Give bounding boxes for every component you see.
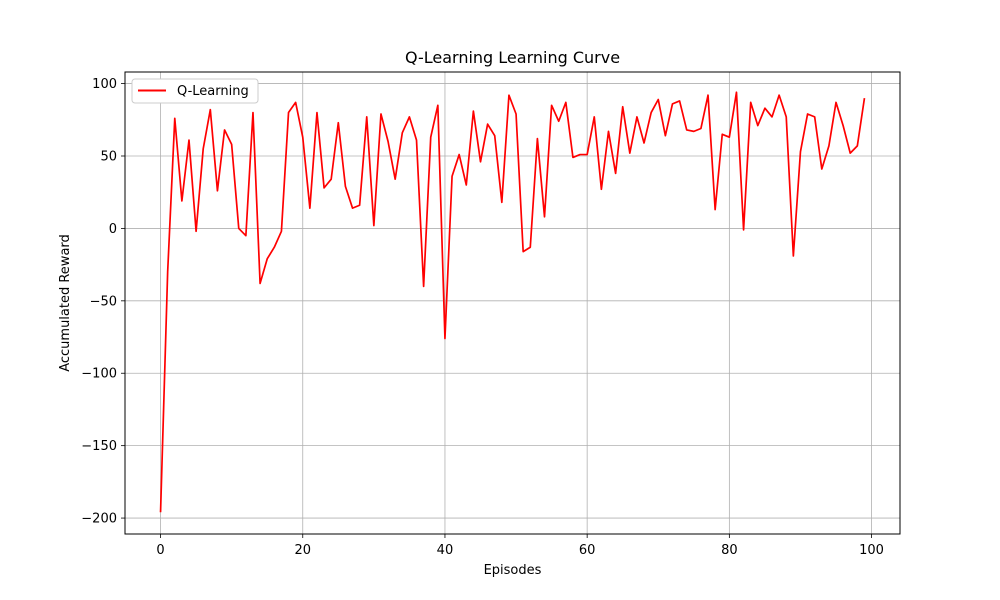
y-tick-label: −100 <box>81 367 117 382</box>
x-tick-label: 20 <box>294 543 311 558</box>
x-tick-label: 40 <box>437 543 454 558</box>
plot-frame <box>124 71 901 535</box>
grid <box>125 72 900 534</box>
series-line-q-learning <box>159 91 866 513</box>
series-layer <box>159 91 866 513</box>
x-tick-label: 60 <box>579 543 596 558</box>
chart-title: Q-Learning Learning Curve <box>405 48 620 67</box>
legend: Q-Learning <box>131 78 259 104</box>
y-tick-label: 0 <box>109 222 117 237</box>
ticks: 0 20 40 60 80 100 −200 −150 −100 −50 0 50 100 <box>81 77 884 558</box>
y-tick-label: 50 <box>100 150 117 165</box>
y-axis-label: Accumulated Reward <box>58 234 73 372</box>
y-tick-label: 100 <box>92 77 117 92</box>
x-axis-label: Episodes <box>484 563 542 578</box>
legend-label-q-learning: Q-Learning <box>177 84 249 99</box>
legend-box <box>131 78 259 104</box>
x-tick-label: 0 <box>156 543 164 558</box>
x-tick-label: 80 <box>721 543 738 558</box>
y-tick-label: −200 <box>81 512 117 527</box>
y-tick-label: −50 <box>90 294 117 309</box>
x-tick-label: 100 <box>859 543 884 558</box>
y-tick-label: −150 <box>81 439 117 454</box>
